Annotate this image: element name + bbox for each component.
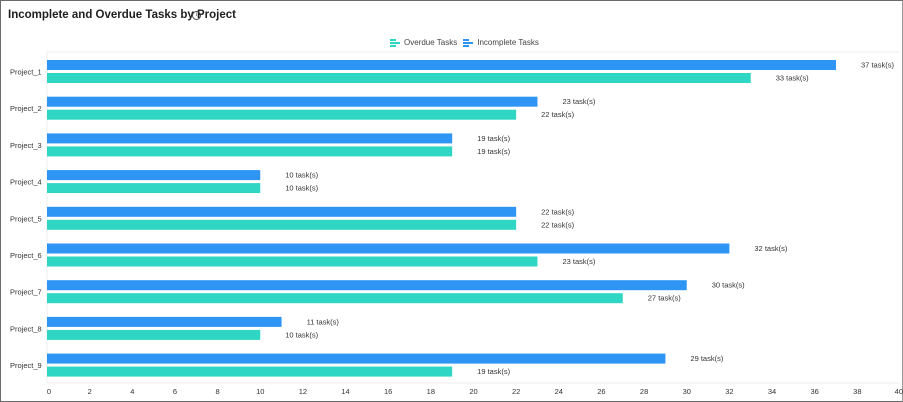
overdue-bar xyxy=(47,73,751,83)
chart-legend: Overdue Tasks Incomplete Tasks xyxy=(390,38,545,47)
legend-label-overdue: Overdue Tasks xyxy=(404,38,458,47)
x-tick-label: 38 xyxy=(853,387,861,396)
x-tick-label: 2 xyxy=(88,387,92,396)
overdue-bar xyxy=(47,146,453,157)
data-label: 19 task(s) xyxy=(477,147,510,156)
data-label: 10 task(s) xyxy=(285,330,318,339)
x-tick-label: 40 xyxy=(895,387,903,396)
category-label: Project_7 xyxy=(10,288,42,297)
category-label: Project_5 xyxy=(10,214,42,223)
x-tick-label: 22 xyxy=(512,387,520,396)
x-tick-label: 34 xyxy=(768,387,776,396)
incomplete-bar xyxy=(47,280,687,291)
incomplete-bar xyxy=(47,353,666,364)
category-label: Project_3 xyxy=(10,141,42,150)
overdue-bar xyxy=(47,109,517,120)
x-tick-label: 26 xyxy=(597,387,605,396)
x-tick-label: 36 xyxy=(811,387,819,396)
legend-item-incomplete[interactable]: Incomplete Tasks xyxy=(463,38,539,47)
data-label: 19 task(s) xyxy=(477,134,510,143)
category-label: Project_9 xyxy=(10,361,42,370)
data-label: 10 task(s) xyxy=(285,184,318,193)
incomplete-bar xyxy=(47,170,261,181)
x-tick-label: 16 xyxy=(384,387,392,396)
x-tick-label: 28 xyxy=(640,387,648,396)
data-label: 10 task(s) xyxy=(285,171,318,180)
x-tick-label: 30 xyxy=(683,387,691,396)
category-label: Project_6 xyxy=(10,251,42,260)
category-label: Project_8 xyxy=(10,324,42,333)
data-label: 27 task(s) xyxy=(648,294,681,303)
incomplete-bar xyxy=(47,96,538,107)
data-label: 32 task(s) xyxy=(754,244,787,253)
data-label: 22 task(s) xyxy=(541,110,574,119)
x-tick-label: 24 xyxy=(555,387,563,396)
x-tick-label: 8 xyxy=(216,387,220,396)
category-label: Project_2 xyxy=(10,104,42,113)
legend-item-overdue[interactable]: Overdue Tasks xyxy=(390,38,457,47)
data-label: 23 task(s) xyxy=(562,257,595,266)
data-label: 22 task(s) xyxy=(541,207,574,216)
x-tick-label: 14 xyxy=(341,387,349,396)
overdue-bar xyxy=(47,219,517,230)
incomplete-bar xyxy=(47,316,282,327)
overdue-bar xyxy=(47,329,261,340)
data-label: 22 task(s) xyxy=(541,220,574,229)
incomplete-bar xyxy=(47,206,517,217)
data-label: 11 task(s) xyxy=(307,317,340,326)
data-label: 37 task(s) xyxy=(861,61,894,70)
overdue-bar xyxy=(47,366,453,377)
legend-overdue-icon xyxy=(390,38,400,47)
data-label: 30 task(s) xyxy=(712,281,745,290)
x-tick-label: 32 xyxy=(725,387,733,396)
category-label: Project_1 xyxy=(10,68,42,77)
legend-label-incomplete: Incomplete Tasks xyxy=(477,38,539,47)
x-tick-label: 20 xyxy=(469,387,477,396)
incomplete-bar xyxy=(47,60,837,70)
x-tick-label: 12 xyxy=(299,387,307,396)
x-tick-label: 0 xyxy=(47,387,51,396)
incomplete-bar xyxy=(47,243,730,254)
overdue-bar xyxy=(47,293,623,304)
overdue-bar xyxy=(47,256,538,267)
data-label: 29 task(s) xyxy=(690,354,723,363)
chart-title: Incomplete and Overdue Tasks by Project xyxy=(8,9,236,21)
info-circle-icon[interactable]: i xyxy=(192,11,201,20)
data-label: 23 task(s) xyxy=(562,97,595,106)
x-tick-label: 10 xyxy=(256,387,264,396)
x-tick-label: 6 xyxy=(173,387,177,396)
x-tick-label: 4 xyxy=(130,387,134,396)
data-label: 19 task(s) xyxy=(477,367,510,376)
data-label: 33 task(s) xyxy=(776,74,809,83)
category-label: Project_4 xyxy=(10,178,42,187)
incomplete-bar xyxy=(47,133,453,144)
overdue-bar xyxy=(47,183,261,194)
x-tick-label: 18 xyxy=(427,387,435,396)
legend-incomplete-icon xyxy=(463,38,474,47)
